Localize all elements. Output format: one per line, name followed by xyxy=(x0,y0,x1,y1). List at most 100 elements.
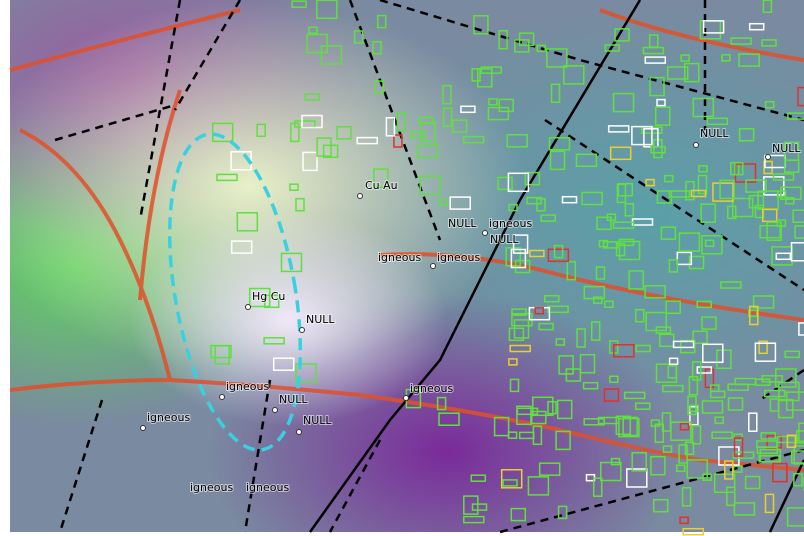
cell xyxy=(798,422,804,442)
cell xyxy=(762,0,773,14)
cell xyxy=(667,365,678,379)
cell xyxy=(230,240,253,254)
cell xyxy=(289,183,299,191)
cell xyxy=(510,507,527,522)
cell xyxy=(745,179,767,193)
site-label: NULL xyxy=(303,414,332,427)
cell xyxy=(498,29,508,50)
cell xyxy=(508,358,518,366)
cell xyxy=(676,464,686,473)
cell xyxy=(546,48,568,68)
cell xyxy=(512,234,529,254)
cell xyxy=(513,319,530,339)
cell xyxy=(322,144,339,159)
target-ellipse xyxy=(167,132,303,452)
cell xyxy=(566,260,577,281)
cell xyxy=(609,375,619,384)
cell xyxy=(665,300,681,315)
cell xyxy=(787,112,804,120)
cell xyxy=(610,457,621,466)
cell xyxy=(575,153,598,168)
cell xyxy=(698,165,708,173)
cell xyxy=(612,221,635,229)
cell xyxy=(795,430,804,444)
cell xyxy=(748,309,758,318)
cell xyxy=(623,391,646,400)
cell xyxy=(514,39,530,53)
cell xyxy=(304,93,321,101)
site-label: NULL xyxy=(279,393,308,406)
cell xyxy=(498,98,514,113)
cell xyxy=(758,340,768,355)
cell xyxy=(336,126,352,140)
cell xyxy=(502,479,518,487)
cell xyxy=(655,326,672,334)
cell xyxy=(556,399,573,420)
cell xyxy=(690,189,707,198)
cell xyxy=(615,415,632,436)
cell xyxy=(470,474,487,482)
cell xyxy=(714,416,724,424)
cell xyxy=(471,68,481,82)
cell xyxy=(691,361,702,381)
cell xyxy=(316,0,338,20)
cell xyxy=(618,240,641,261)
cell xyxy=(688,255,705,270)
site-label: igneous xyxy=(147,411,190,424)
cell xyxy=(463,495,479,515)
cell xyxy=(652,498,669,513)
site-point xyxy=(430,263,436,269)
cell xyxy=(631,125,653,146)
cell xyxy=(544,294,560,303)
cell xyxy=(792,209,804,223)
cell xyxy=(635,308,645,323)
cell xyxy=(721,54,731,62)
cell xyxy=(656,190,673,204)
site-label: igneous xyxy=(410,382,453,395)
cell xyxy=(524,171,541,186)
cell xyxy=(557,505,568,520)
cell xyxy=(507,172,530,193)
cell xyxy=(419,175,441,196)
cell xyxy=(733,433,743,441)
site-label: Cu Au xyxy=(365,179,398,192)
cell xyxy=(536,44,546,53)
cell xyxy=(733,502,756,516)
cell xyxy=(650,145,666,154)
cell xyxy=(295,363,317,383)
cell xyxy=(626,468,648,488)
cell xyxy=(540,214,556,222)
cell xyxy=(509,378,520,393)
cell xyxy=(509,344,531,353)
cell xyxy=(532,396,554,417)
cell xyxy=(689,405,699,426)
cell xyxy=(410,131,426,139)
cell xyxy=(734,161,744,176)
site-label: NULL xyxy=(700,127,729,140)
cell xyxy=(583,285,606,300)
cell xyxy=(754,378,771,386)
cell xyxy=(563,65,585,85)
cell xyxy=(772,173,795,181)
cell xyxy=(506,134,528,148)
cell xyxy=(763,389,786,398)
cell xyxy=(579,353,596,374)
cell xyxy=(602,241,619,249)
cell xyxy=(582,381,599,390)
cell xyxy=(644,56,667,64)
cell xyxy=(793,472,803,487)
cell xyxy=(534,307,544,315)
cell xyxy=(672,340,695,349)
cell xyxy=(597,416,620,425)
cell xyxy=(508,327,525,342)
cell xyxy=(785,391,804,411)
cell xyxy=(216,173,238,182)
cell xyxy=(615,242,626,257)
cell xyxy=(538,462,561,476)
site-label: Hg Cu xyxy=(252,290,285,303)
cell xyxy=(295,197,305,212)
cell xyxy=(679,516,689,525)
drainage xyxy=(9,8,804,472)
site-point xyxy=(693,142,699,148)
cell xyxy=(760,432,777,440)
